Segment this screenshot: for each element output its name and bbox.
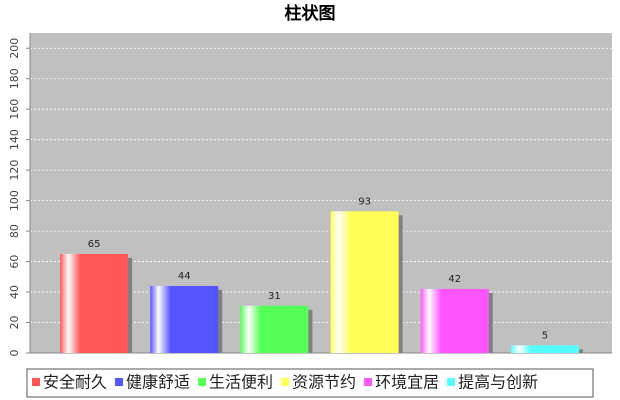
y-tick-label: 0: [8, 350, 21, 357]
legend-label: 环境宜居: [375, 373, 439, 392]
value-label: 5: [542, 330, 548, 341]
value-label: 93: [358, 196, 371, 207]
legend-label: 安全耐久: [43, 373, 107, 392]
y-tick-label: 200: [8, 38, 21, 59]
legend-label: 资源节约: [292, 373, 356, 392]
bar: [60, 253, 129, 353]
legend-swatch: [447, 378, 456, 386]
bar: [510, 345, 579, 353]
legend-swatch: [115, 378, 124, 386]
legend-swatch: [364, 378, 373, 386]
y-tick-label: 140: [8, 129, 21, 150]
legend-swatch: [32, 378, 40, 386]
legend-label: 提高与创新: [458, 373, 538, 392]
value-label: 42: [448, 274, 461, 285]
y-tick-label: 80: [8, 224, 21, 238]
legend-swatch: [198, 378, 207, 386]
bar: [420, 289, 489, 353]
legend-label: 生活便利: [209, 373, 273, 392]
y-tick-label: 100: [8, 190, 21, 211]
bar: [240, 305, 309, 353]
y-tick-label: 60: [8, 255, 21, 269]
value-label: 65: [88, 239, 101, 250]
y-tick-label: 120: [8, 160, 21, 181]
legend-label: 健康舒适: [126, 373, 190, 392]
y-tick-label: 40: [8, 285, 21, 299]
bar: [150, 285, 219, 353]
chart-title: 柱状图: [285, 3, 336, 24]
y-tick-label: 180: [8, 68, 21, 89]
legend-swatch: [281, 378, 290, 386]
value-label: 44: [178, 271, 191, 282]
y-tick-label: 20: [8, 316, 21, 330]
value-label: 31: [268, 291, 281, 302]
y-tick-label: 160: [8, 99, 21, 120]
bar: [330, 211, 399, 353]
